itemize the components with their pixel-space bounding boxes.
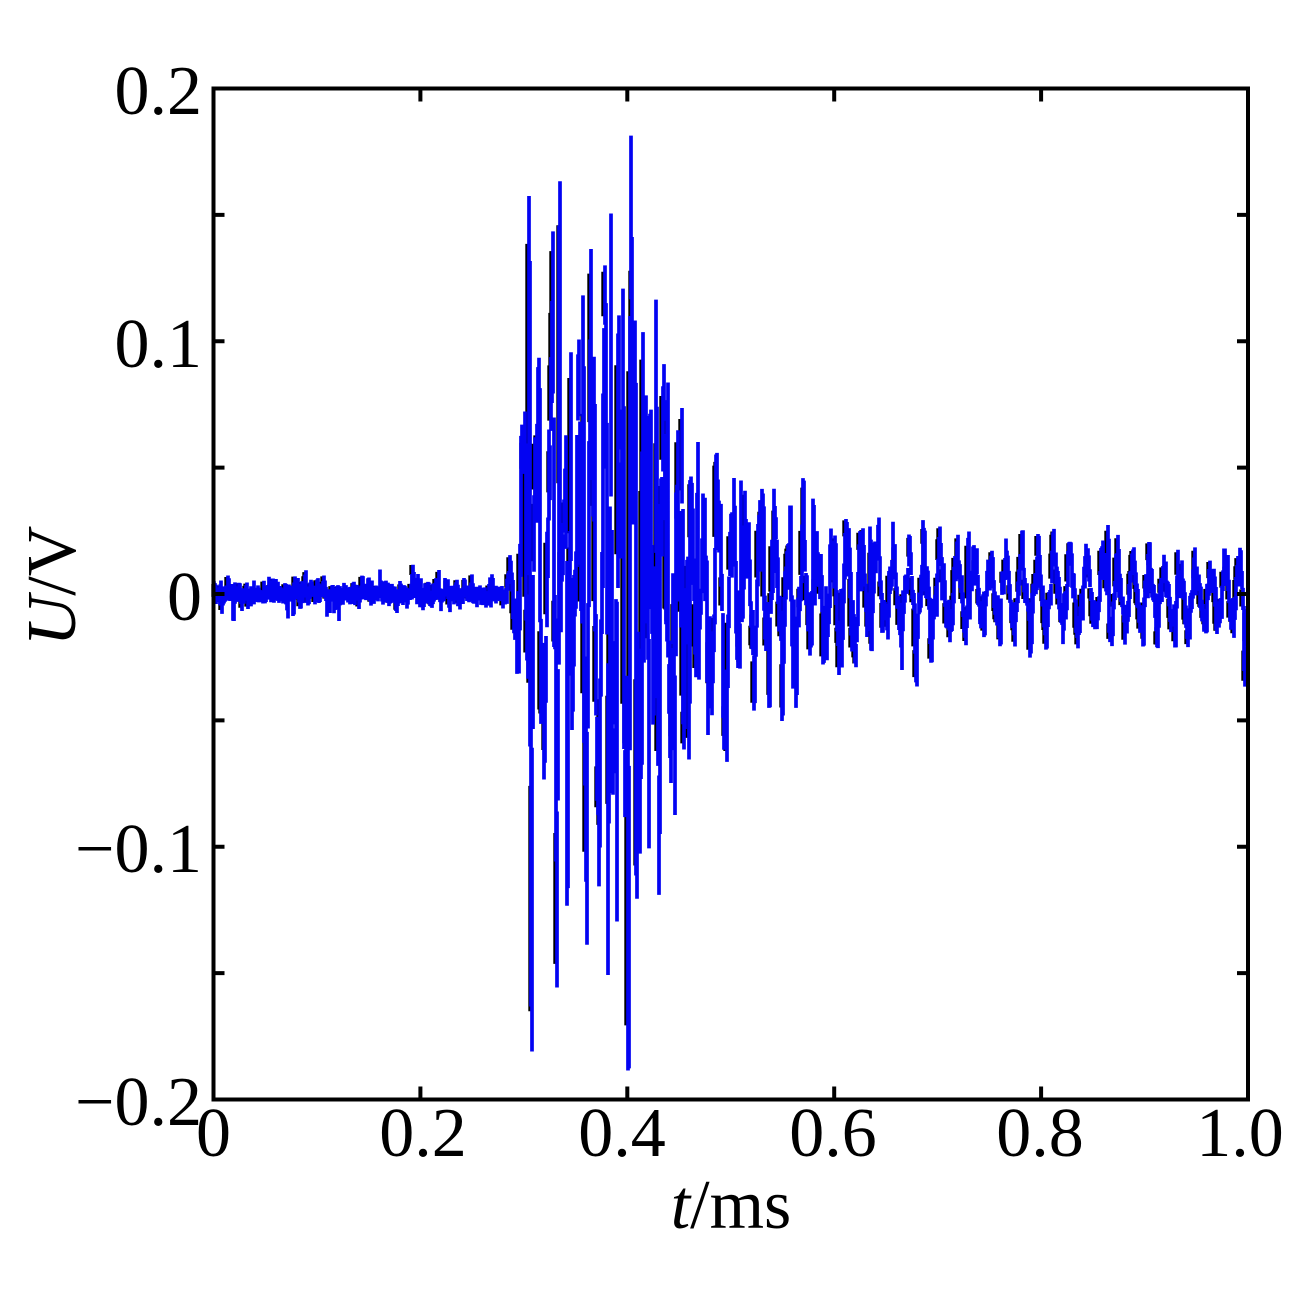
svg-text:t/ms: t/ms xyxy=(671,1167,792,1244)
svg-text:0.2: 0.2 xyxy=(379,1095,467,1172)
svg-text:1.0: 1.0 xyxy=(1196,1095,1284,1172)
svg-text:0: 0 xyxy=(167,559,202,636)
svg-text:0: 0 xyxy=(196,1095,231,1172)
svg-text:U/V: U/V xyxy=(14,526,91,647)
svg-text:0.2: 0.2 xyxy=(115,53,203,130)
svg-text:0.1: 0.1 xyxy=(115,306,203,383)
svg-text:−0.2: −0.2 xyxy=(75,1064,202,1141)
svg-text:0.6: 0.6 xyxy=(789,1095,877,1172)
svg-text:0.8: 0.8 xyxy=(996,1095,1084,1172)
svg-text:−0.1: −0.1 xyxy=(75,811,202,888)
svg-text:0.4: 0.4 xyxy=(578,1095,666,1172)
